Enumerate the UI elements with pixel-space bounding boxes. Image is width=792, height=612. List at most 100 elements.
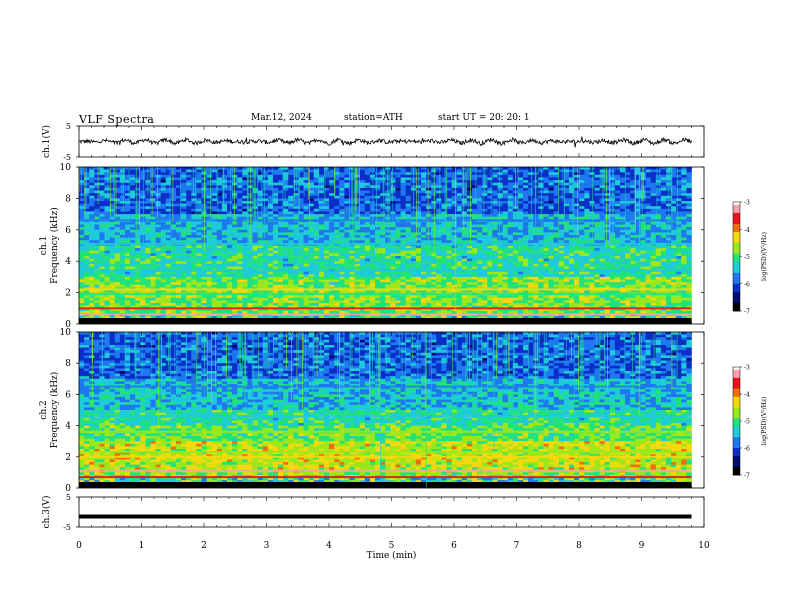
ch1-spectrogram-cell <box>563 216 570 220</box>
ch1-spectrogram-cell <box>625 240 631 244</box>
ch1-spectrogram-cell <box>175 201 182 204</box>
ch1-spectrogram-cell <box>344 235 350 238</box>
ch1-spectrogram-cell <box>517 227 524 231</box>
ch1-spectrogram-cell <box>135 201 141 204</box>
ch1-spectrogram-cell <box>369 224 376 228</box>
ch1-spectrogram-cell <box>400 193 406 197</box>
ch1-spectrogram-cell <box>247 193 253 197</box>
ch1-spectrogram-cell <box>492 187 498 191</box>
ch1-spectrogram-cell <box>191 187 197 191</box>
ch1-spectrogram-cell <box>84 201 90 204</box>
ch1-spectrogram-cell <box>630 214 636 218</box>
ch1-spectrogram-cell <box>227 187 233 191</box>
ch1-spectrogram-cell <box>155 255 161 259</box>
ch1-spectrogram-cell <box>124 237 131 241</box>
ch1-spectrogram-cell <box>293 266 299 270</box>
ch1-spectrogram-cell <box>426 211 432 215</box>
ch1-spectrogram-cell <box>196 263 202 267</box>
ch1-spectrogram-cell <box>446 271 452 275</box>
ch1-spectrogram-cell <box>620 216 626 220</box>
ch1-spectrogram-cell <box>538 195 544 199</box>
ch1-spectrogram-cell <box>170 208 177 212</box>
ch1-spectrogram-cell <box>206 187 212 191</box>
ch1-spectrogram-cell <box>523 174 529 178</box>
ch1-spectrogram-cell <box>466 180 473 183</box>
ch1-spectrogram-cell <box>502 208 509 212</box>
ch1-spectrogram-cell <box>339 190 345 194</box>
ch1-spectrogram-cell <box>308 195 315 199</box>
ch1-spectrogram-cell <box>89 255 95 259</box>
ch1-spectrogram-cell <box>288 266 294 270</box>
ch1-spectrogram-cell <box>211 198 218 202</box>
ch1-spectrogram-cell <box>313 182 320 186</box>
ch1-spectrogram-cell <box>604 237 611 241</box>
ch1-spectrogram-cell <box>211 187 218 191</box>
ch1-spectrogram-cell <box>645 198 651 202</box>
ch1-spectrogram-cell <box>252 271 258 275</box>
ch1-spectrogram-cell <box>130 208 136 212</box>
ch1-spectrogram-cell <box>339 232 345 236</box>
ch1-spectrogram-cell <box>441 203 447 207</box>
ch1-spectrogram-cell <box>308 253 315 257</box>
ch1-spectrogram-cell <box>216 167 223 170</box>
ch1-spectrogram-cell <box>676 187 682 191</box>
ch1-spectrogram-cell <box>482 214 488 218</box>
ch1-spectrogram-cell <box>655 261 662 265</box>
ch1-spectrogram-cell <box>400 232 406 236</box>
ch1-spectrogram-cell <box>267 201 274 204</box>
ch1-spectrogram-cell <box>671 180 677 183</box>
ch1-spectrogram-cell <box>451 237 457 241</box>
ch1-spectrogram-cell <box>165 187 172 191</box>
ch1-spectrogram-cell <box>186 271 192 275</box>
ch1-spectrogram-cell <box>584 187 590 191</box>
ch1-spectrogram-cell <box>507 172 514 176</box>
ch1-spectrogram-cell <box>375 174 381 178</box>
ch1-spectrogram-cell <box>645 187 651 191</box>
ch1-spectrogram-cell <box>227 237 233 241</box>
ch1-spectrogram-cell <box>472 193 478 197</box>
ch1-spectrogram-cell <box>216 263 223 267</box>
ch1-spectrogram-cell <box>671 185 677 189</box>
ch1-spectrogram-cell <box>293 240 299 244</box>
ch1-spectrogram-cell <box>472 169 478 173</box>
ch1-spectrogram-cell <box>533 250 539 254</box>
ch1-spectrogram-cell <box>584 167 590 170</box>
ch1-spectrogram-cell <box>181 193 187 197</box>
ch1-spectrogram-cell <box>579 261 585 265</box>
ch1-spectrogram-cell <box>247 195 253 199</box>
ch1-spectrogram-cell <box>298 177 304 181</box>
ch1-spectrogram-cell <box>324 221 330 225</box>
ch1-spectrogram-cell <box>272 193 279 197</box>
ch1-spectrogram-cell <box>124 187 131 191</box>
ch1-spectrogram-cell <box>303 271 309 275</box>
ch1-spectrogram-cell <box>89 216 95 220</box>
ch1-spectrogram-cell <box>79 258 85 262</box>
ch1-spectrogram-cell <box>375 195 381 199</box>
ch1-spectrogram-cell <box>405 169 412 173</box>
ch1-spectrogram-cell <box>303 229 309 233</box>
ch1-spectrogram-cell <box>186 258 192 262</box>
ch1-spectrogram-cell <box>221 235 228 238</box>
ch1-spectrogram-cell <box>364 255 371 259</box>
ch1-spectrogram-cell <box>135 266 141 270</box>
ch1-spectrogram-cell <box>385 258 391 262</box>
ch1-spectrogram-cell <box>278 198 284 202</box>
ch1-spectrogram-cell <box>242 216 248 220</box>
ch1-spectrogram-cell <box>671 248 677 252</box>
ch1-spectrogram-cell <box>405 263 412 267</box>
ch1-spectrogram-cell <box>645 237 651 241</box>
ch1-spectrogram-cell <box>206 172 212 176</box>
ch1-spectrogram-cell <box>507 180 514 183</box>
ch1-spectrogram-cell <box>160 216 167 220</box>
ch1-spectrogram-cell <box>114 172 121 176</box>
ch1-spectrogram-cell <box>655 167 662 170</box>
ch1-spectrogram-cell <box>288 248 294 252</box>
ch1-spectrogram-cell <box>165 214 172 218</box>
ch1-spectrogram-cell <box>497 187 503 191</box>
ch1-spectrogram-cell <box>79 214 85 218</box>
ch1-spectrogram-cell <box>334 187 340 191</box>
ch1-spectrogram-cell <box>502 214 509 218</box>
ch1-spectrogram-cell <box>584 221 590 225</box>
ch1-spectrogram-cell <box>84 232 90 236</box>
ch1-spectrogram-cell <box>196 237 202 241</box>
